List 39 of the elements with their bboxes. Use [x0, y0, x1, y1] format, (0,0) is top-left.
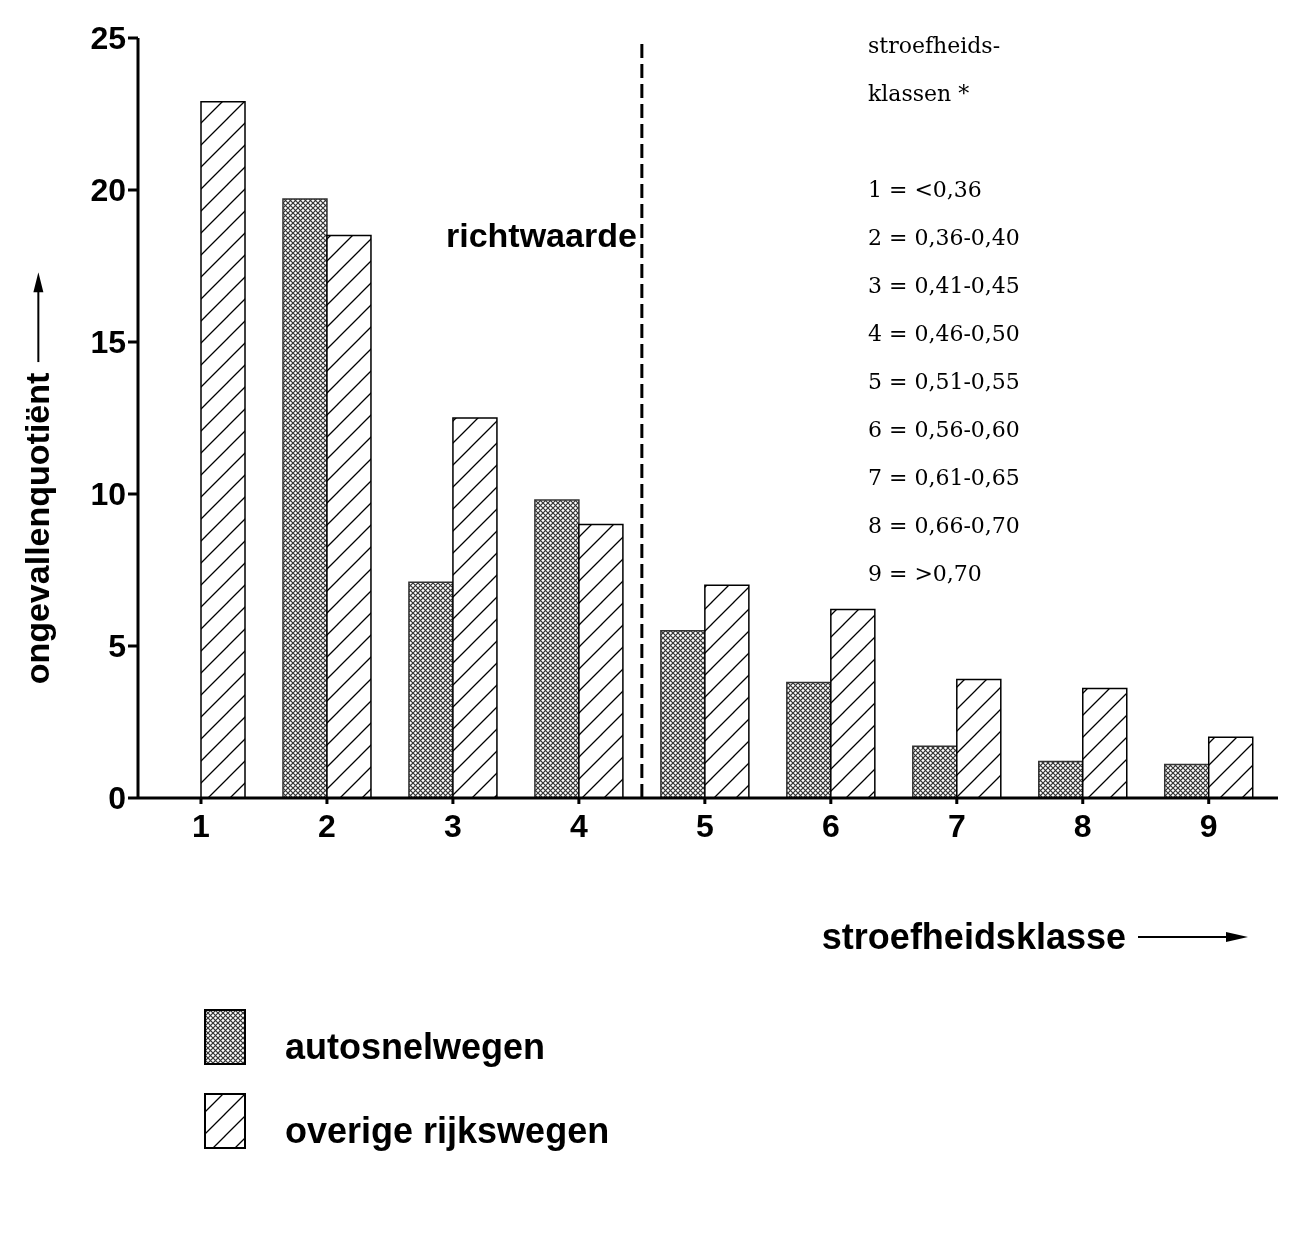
ref-line-label: richtwaarde — [446, 216, 637, 255]
annotation: 5 = 0,51-0,55 — [868, 368, 1020, 396]
x-tick-label: 7 — [947, 807, 966, 844]
bar — [912, 745, 958, 798]
x-tick-label: 2 — [318, 807, 336, 844]
bar — [1163, 763, 1210, 798]
x-tick-label: 3 — [444, 807, 462, 844]
y-axis-title: ongevallenquotiënt — [18, 372, 58, 684]
x-tick-label: 9 — [1199, 807, 1218, 844]
annotation: 8 = 0,66-0,70 — [868, 512, 1020, 540]
x-tick-label: 1 — [192, 807, 210, 844]
x-tick-label: 6 — [821, 807, 840, 844]
bar — [786, 681, 832, 798]
legend-label: overige rijkswegen — [285, 1110, 610, 1152]
annotation: 1 = <0,36 — [868, 176, 983, 204]
x-tick-label: 5 — [695, 807, 714, 844]
legend-label: autosnelwegen — [285, 1026, 546, 1068]
annotation: 6 = 0,56-0,60 — [868, 416, 1020, 444]
annotation: klassen * — [868, 80, 971, 108]
bar — [660, 630, 706, 798]
x-tick-label: 8 — [1073, 807, 1092, 844]
annotation: stroefheids- — [868, 32, 1002, 60]
bar — [534, 499, 580, 798]
annotation: 9 = >0,70 — [868, 560, 983, 588]
annotation: 3 = 0,41-0,45 — [868, 272, 1020, 300]
y-tick-label: 25 — [90, 20, 126, 57]
y-tick-label: 5 — [108, 628, 126, 665]
annotation: 7 = 0,61-0,65 — [868, 464, 1020, 492]
x-tick-label: 4 — [569, 807, 588, 844]
bar — [282, 198, 328, 798]
annotation: 4 = 0,46-0,50 — [868, 320, 1020, 348]
annotation: 2 = 0,36-0,40 — [868, 224, 1020, 252]
y-tick-label: 20 — [90, 172, 126, 209]
x-axis-title: stroefheidsklasse — [821, 916, 1126, 958]
y-tick-label: 10 — [90, 476, 126, 513]
bar — [1038, 760, 1084, 798]
y-tick-label: 15 — [90, 324, 126, 361]
y-tick-label: 0 — [108, 780, 126, 817]
bar — [408, 581, 454, 798]
